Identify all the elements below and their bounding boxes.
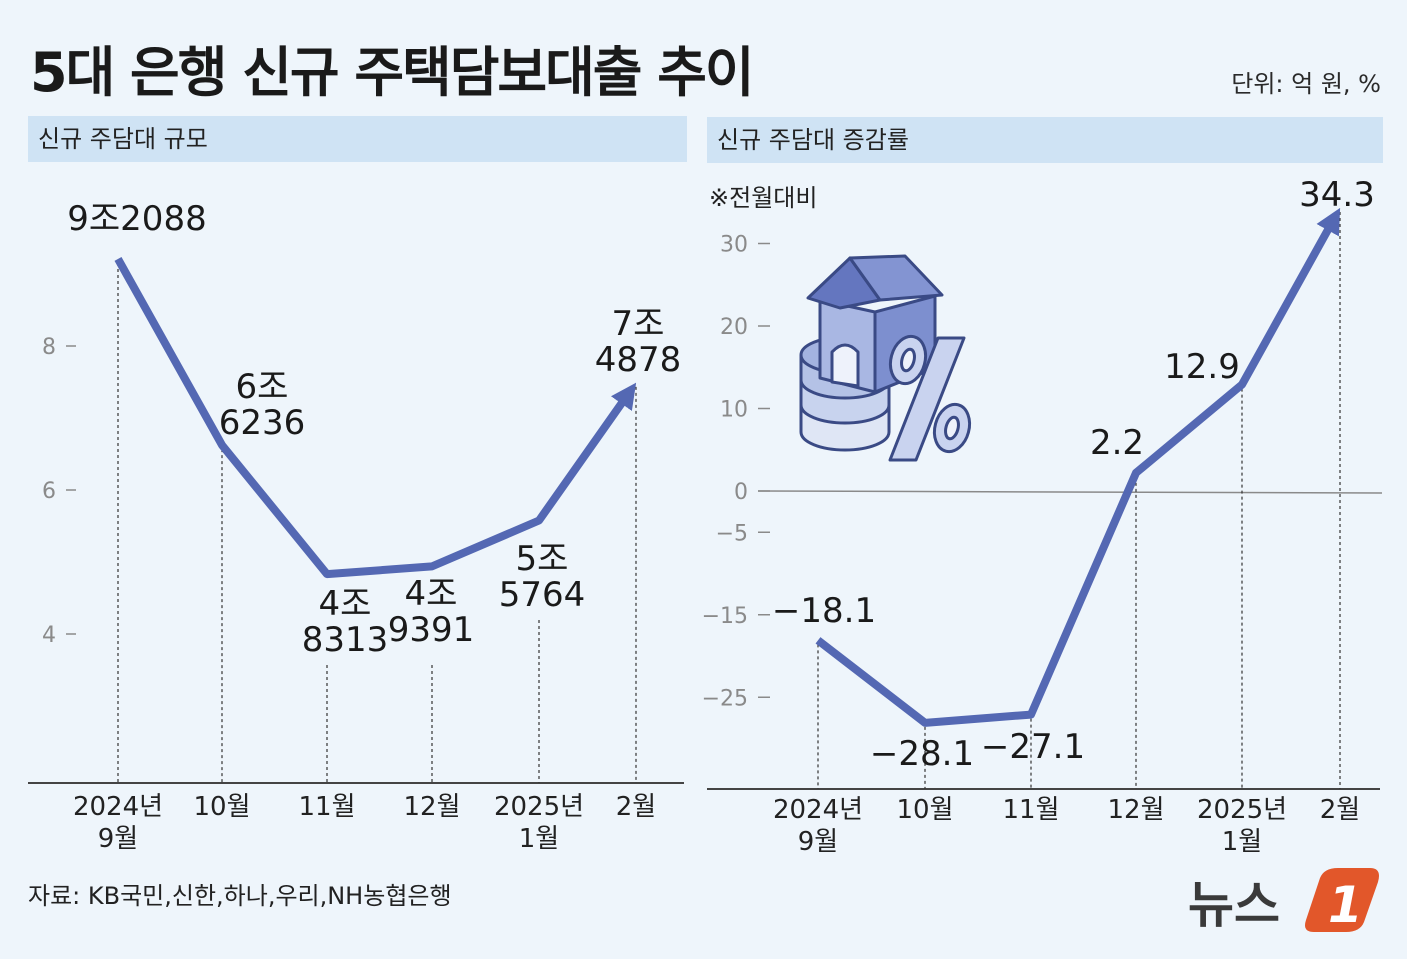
- right-x-label: 2월: [1320, 795, 1360, 825]
- right-y-tick-label: 20: [720, 315, 748, 340]
- left-y-tick-label: 4: [42, 623, 56, 648]
- left-x-label: 2월: [616, 792, 656, 822]
- right-y-tick-label: 0: [734, 480, 748, 505]
- unit-label: 단위: 억 원, %: [1231, 70, 1381, 98]
- left-x-label: 11월: [298, 792, 355, 822]
- left-value-label: 9391: [388, 610, 475, 650]
- logo-text: 뉴스: [1188, 876, 1280, 934]
- right-value-labels: −18.1 −28.1 −27.1 2.2 12.9 34.3: [772, 175, 1375, 774]
- left-value-label: 6조: [236, 367, 289, 407]
- house-coins-percent-icon: [799, 254, 972, 462]
- left-series-line: [114, 257, 637, 579]
- right-x-label: 9월: [798, 827, 838, 857]
- right-series-line: [815, 207, 1341, 727]
- left-value-label: 5조: [516, 539, 569, 579]
- left-x-label: 2025년: [494, 792, 584, 822]
- news1-logo: 뉴스 1: [1188, 868, 1379, 934]
- page-title: 5대 은행 신규 주택담보대출 추이: [30, 41, 755, 104]
- right-guide-lines: [817, 212, 1341, 789]
- left-y-ticks: 8 6 4: [42, 335, 76, 648]
- left-x-label: 9월: [98, 824, 138, 854]
- left-x-label: 10월: [193, 792, 250, 822]
- right-value-label: −27.1: [981, 727, 1085, 767]
- left-value-label: 8313: [302, 620, 389, 660]
- left-value-label: 9조2088: [67, 199, 206, 239]
- right-value-label: 34.3: [1299, 175, 1375, 215]
- left-value-label: 4878: [595, 340, 682, 380]
- logo-badge: [1305, 868, 1379, 932]
- right-note: ※전월대비: [709, 184, 817, 212]
- right-y-tick-label: −25: [702, 686, 748, 711]
- right-value-label: 12.9: [1164, 347, 1240, 387]
- left-y-tick-label: 8: [42, 335, 56, 360]
- right-zero-line: [757, 490, 1383, 494]
- right-y-tick-label: 30: [720, 233, 748, 258]
- left-x-label: 2024년: [73, 792, 163, 822]
- right-value-label: 2.2: [1090, 423, 1144, 463]
- right-value-label: −18.1: [772, 591, 876, 631]
- right-y-tick-label: 10: [720, 398, 748, 423]
- left-guide-lines: [117, 262, 637, 783]
- left-panel-title: 신규 주담대 규모: [28, 116, 687, 162]
- right-x-label: 1월: [1222, 827, 1262, 857]
- right-x-label: 11월: [1002, 795, 1059, 825]
- left-value-label: 4조: [319, 584, 372, 624]
- right-x-label: 2025년: [1197, 795, 1287, 825]
- right-y-tick-label: −15: [702, 604, 748, 629]
- right-y-tick-label: −5: [716, 521, 748, 546]
- left-value-label: 4조: [405, 574, 458, 614]
- right-x-label: 2024년: [773, 795, 863, 825]
- left-value-label: 7조: [612, 304, 665, 344]
- right-panel-title: 신규 주담대 증감률: [707, 117, 1383, 163]
- right-x-label: 10월: [896, 795, 953, 825]
- left-value-label: 5764: [499, 575, 586, 615]
- left-x-label: 12월: [403, 792, 460, 822]
- right-x-label: 12월: [1107, 795, 1164, 825]
- left-y-tick-label: 6: [42, 479, 56, 504]
- logo-mark: 1: [1328, 876, 1363, 934]
- source-note: 자료: KB국민,신한,하나,우리,NH농협은행: [28, 882, 452, 910]
- left-x-label: 1월: [519, 824, 559, 854]
- right-y-ticks: 30 20 10 0 −5 −15 −25: [702, 233, 770, 711]
- left-value-label: 6236: [219, 403, 306, 443]
- right-value-label: −28.1: [870, 734, 974, 774]
